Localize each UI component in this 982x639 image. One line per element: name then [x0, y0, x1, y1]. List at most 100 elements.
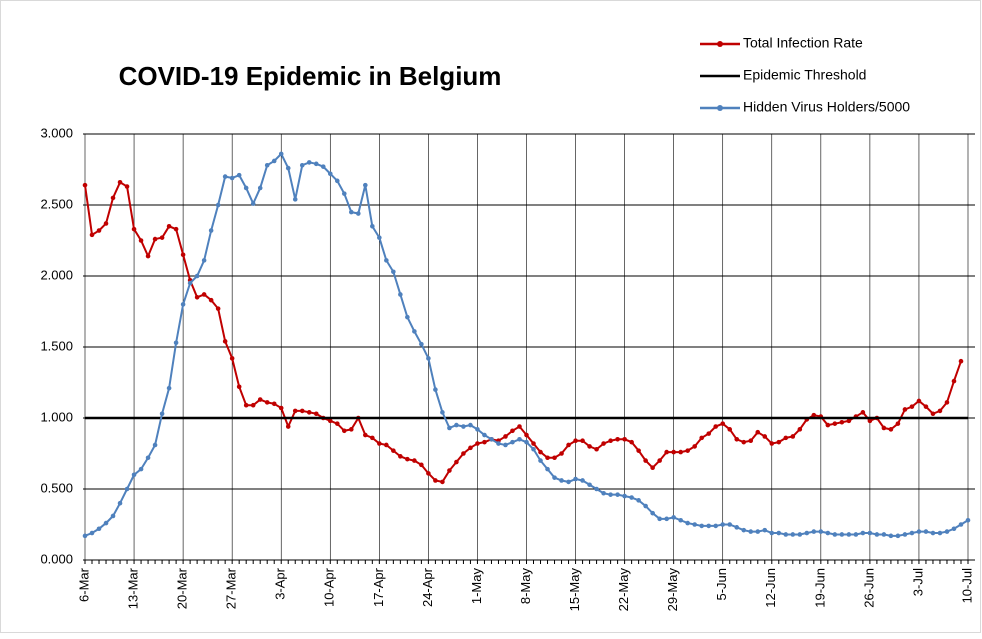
data-point [755, 429, 761, 435]
data-point [923, 404, 929, 409]
data-point [124, 184, 130, 189]
data-point [138, 466, 144, 472]
data-point [124, 486, 130, 492]
data-point [776, 530, 782, 536]
data-point [524, 439, 529, 445]
data-point [278, 151, 284, 157]
data-point [916, 529, 922, 534]
data-point [103, 221, 109, 226]
data-point [110, 513, 116, 519]
data-point [923, 529, 929, 534]
data-point [720, 421, 726, 426]
data-point [958, 522, 964, 527]
data-point [447, 468, 452, 473]
y-tick-label: 3.000 [40, 125, 73, 140]
data-point [131, 472, 137, 478]
data-point [769, 441, 775, 446]
data-point [285, 424, 291, 429]
data-point [89, 530, 95, 536]
data-point [152, 442, 158, 448]
data-point [159, 235, 165, 240]
data-point [895, 421, 901, 426]
data-point [615, 437, 620, 442]
data-point [468, 422, 473, 428]
data-point [755, 529, 761, 534]
data-point [790, 434, 796, 439]
data-point [783, 532, 789, 537]
data-point [306, 160, 312, 165]
data-point [208, 228, 214, 233]
data-point [937, 408, 943, 414]
data-point [201, 258, 207, 263]
data-point [103, 520, 109, 526]
data-point [944, 400, 950, 405]
data-point [734, 525, 740, 530]
data-point [580, 478, 585, 483]
data-point [370, 224, 375, 229]
data-point [82, 533, 88, 539]
x-tick-label: 29-May [665, 568, 680, 612]
data-point [566, 479, 571, 485]
data-point [846, 418, 852, 424]
y-tick-label: 1.500 [40, 338, 73, 353]
y-tick-label: 2.500 [40, 196, 73, 211]
data-point [650, 465, 655, 471]
data-point [846, 532, 852, 537]
data-point [271, 401, 277, 407]
data-point [510, 439, 515, 445]
data-point [615, 492, 620, 497]
data-point [215, 306, 221, 311]
data-point [236, 384, 242, 390]
data-point [356, 211, 361, 216]
data-point [727, 427, 733, 432]
data-point [180, 252, 186, 257]
data-point [706, 431, 712, 436]
y-tick-label: 2.000 [40, 267, 73, 282]
data-point [349, 427, 354, 432]
data-point [292, 408, 298, 414]
data-point [636, 498, 641, 503]
data-point [391, 448, 396, 453]
data-point [96, 526, 102, 532]
data-point [257, 397, 263, 402]
data-point [951, 526, 957, 532]
data-point [720, 522, 726, 527]
data-point [566, 442, 571, 448]
data-point [363, 432, 368, 438]
data-point [299, 162, 305, 168]
data-point [313, 411, 319, 417]
data-point [867, 418, 873, 424]
data-point [811, 412, 817, 418]
data-point [145, 455, 151, 461]
data-point [930, 530, 936, 536]
data-point [573, 476, 578, 482]
data-point [201, 292, 207, 297]
data-point [271, 158, 277, 164]
data-point [790, 532, 796, 537]
data-point [839, 532, 845, 537]
data-point [552, 455, 557, 461]
data-point [405, 314, 410, 320]
data-point [166, 224, 172, 229]
data-point [299, 408, 305, 414]
x-tick-label: 20-Mar [175, 567, 190, 609]
data-point [398, 292, 403, 297]
data-point [671, 449, 676, 455]
data-point [419, 341, 424, 347]
data-point [517, 424, 522, 429]
data-point [538, 449, 543, 455]
data-point [741, 527, 747, 533]
data-point [762, 434, 768, 439]
data-point [89, 232, 95, 238]
data-point [496, 441, 501, 446]
data-point [503, 442, 508, 448]
data-point [306, 410, 312, 415]
data-point [229, 175, 235, 181]
data-point [110, 195, 116, 201]
data-point [538, 458, 543, 463]
data-point [426, 471, 431, 476]
data-point [229, 356, 235, 361]
x-tick-label: 1-May [469, 568, 484, 605]
data-point [131, 226, 137, 232]
